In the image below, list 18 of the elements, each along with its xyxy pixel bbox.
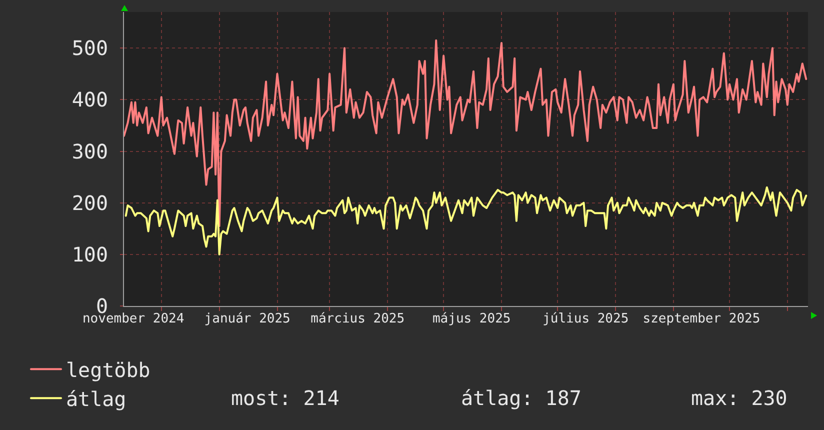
y-tick-label: 100 [72,242,108,266]
line-series [124,186,808,256]
x-tick-label: november 2024 [82,312,184,327]
x-tick-label: január 2025 [204,312,290,327]
x-tick-label: március 2025 [310,312,405,327]
legend-label: legtöbb [66,358,150,382]
y-tick-label: 300 [72,139,108,164]
y-tick-label: 500 [72,36,108,60]
y-tick-label: 200 [72,190,108,215]
line-series [124,39,808,228]
y-tick-label: 400 [72,88,108,112]
x-tick-label: május 2025 [432,312,511,327]
text: max: 230 [691,386,788,410]
text: most: 214 [231,386,340,410]
x-tick-label: szeptember 2025 [642,312,760,327]
legend-label: átlag [66,386,126,411]
x-tick-label: július 2025 [542,312,629,327]
text: átlag: 187 [461,386,582,410]
